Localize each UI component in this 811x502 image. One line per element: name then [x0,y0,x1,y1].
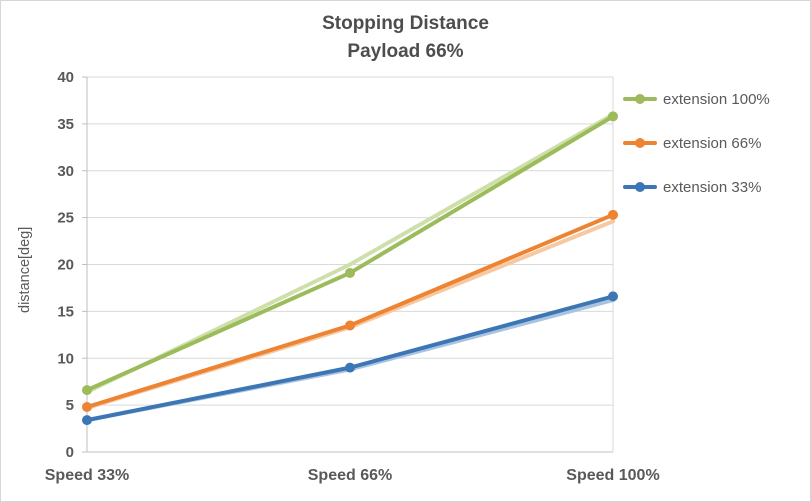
legend-label: extension 66% [663,134,762,152]
svg-text:40: 40 [57,69,74,86]
legend-label: extension 33% [663,178,762,196]
svg-text:15: 15 [57,303,74,320]
legend-label: extension 100% [663,90,770,108]
svg-text:Speed 100%: Speed 100% [566,467,659,484]
svg-text:20: 20 [57,257,74,274]
svg-text:5: 5 [66,397,74,414]
chart-title-line2: Payload 66% [347,40,464,62]
svg-text:30: 30 [57,163,74,180]
legend: extension 100% extension 66% extension 3… [623,90,770,196]
svg-text:35: 35 [57,116,74,133]
svg-text:Speed 33%: Speed 33% [45,467,129,484]
svg-text:10: 10 [57,350,74,367]
legend-marker-icon [623,91,657,107]
legend-marker-icon [623,179,657,195]
svg-text:25: 25 [57,210,74,227]
legend-marker-icon [623,135,657,151]
legend-item-extension-66: extension 66% [623,134,770,152]
chart-title: Stopping Distance Payload 66% [1,10,810,65]
legend-item-extension-100: extension 100% [623,90,770,108]
legend-item-extension-33: extension 33% [623,178,770,196]
y-axis-label: distance[deg] [17,226,33,313]
svg-text:Speed 66%: Speed 66% [308,467,392,484]
chart-title-line1: Stopping Distance [322,13,489,34]
svg-text:0: 0 [66,444,74,461]
